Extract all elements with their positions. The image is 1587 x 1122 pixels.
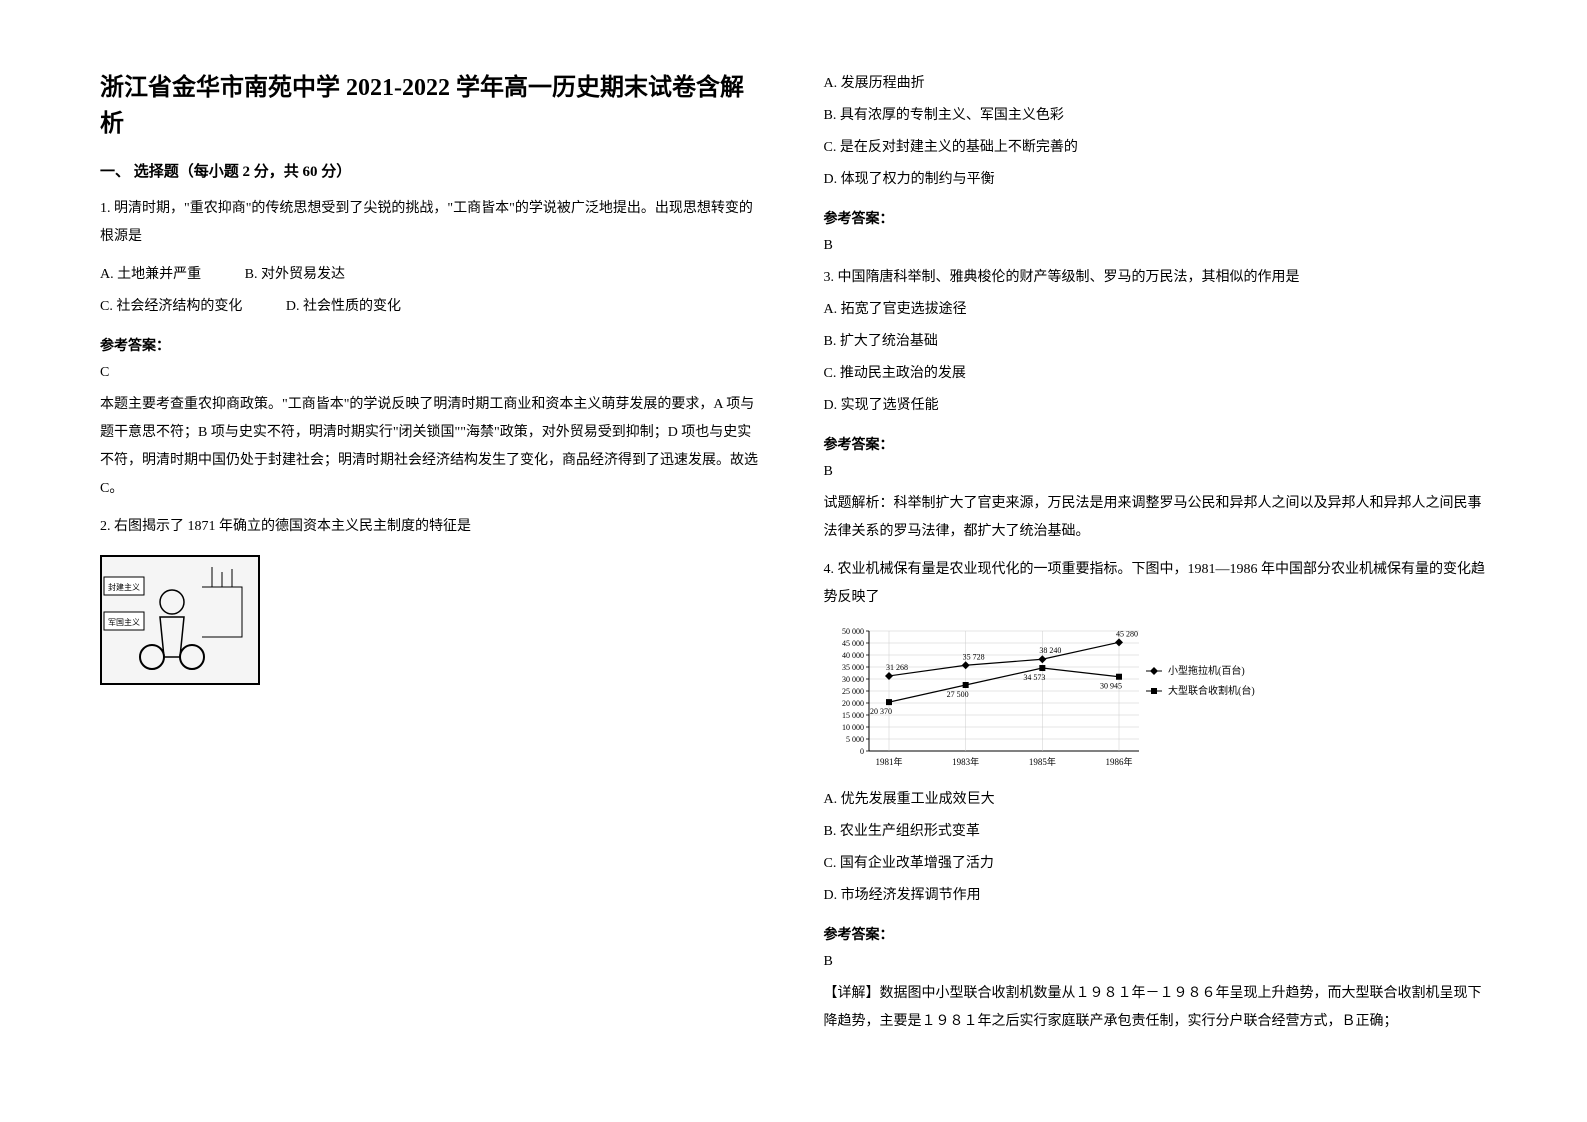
svg-text:30 945: 30 945: [1100, 682, 1122, 691]
svg-text:大型联合收割机(台): 大型联合收割机(台): [1168, 684, 1255, 697]
q3-text: 3. 中国隋唐科举制、雅典梭伦的财产等级制、罗马的万民法，其相似的作用是: [824, 264, 1488, 292]
q1-answer: C: [100, 365, 764, 381]
svg-text:27 500: 27 500: [946, 690, 968, 699]
svg-text:45 280: 45 280: [1116, 629, 1138, 638]
q2-answer: B: [824, 238, 1488, 254]
svg-text:38 240: 38 240: [1039, 646, 1061, 655]
svg-text:1986年: 1986年: [1105, 756, 1132, 767]
svg-text:小型拖拉机(百台): 小型拖拉机(百台): [1168, 664, 1245, 677]
q3-explanation: 试题解析：科举制扩大了官吏来源，万民法是用来调整罗马公民和异邦人之间以及异邦人和…: [824, 490, 1488, 546]
q3-answer-label: 参考答案：: [824, 434, 1488, 454]
q1-opt-b: B. 对外贸易发达: [245, 261, 345, 289]
svg-text:20 370: 20 370: [870, 707, 892, 716]
q4-answer-label: 参考答案：: [824, 924, 1488, 944]
q2-opt-b: B. 具有浓厚的专制主义、军国主义色彩: [824, 102, 1488, 130]
q2-cartoon-image: 封建主义 军国主义: [100, 555, 260, 685]
q2-answer-label: 参考答案：: [824, 208, 1488, 228]
svg-text:40 000: 40 000: [842, 651, 864, 660]
q2-text: 2. 右图揭示了 1871 年确立的德国资本主义民主制度的特征是: [100, 513, 764, 541]
q3-opt-b: B. 扩大了统治基础: [824, 328, 1488, 356]
q1-text: 1. 明清时期，"重农抑商"的传统思想受到了尖锐的挑战，"工商皆本"的学说被广泛…: [100, 195, 764, 251]
svg-text:1983年: 1983年: [952, 756, 979, 767]
q4-explanation: 【详解】数据图中小型联合收割机数量从１９８１年－１９８６年呈现上升趋势，而大型联…: [824, 980, 1488, 1036]
q4-opt-a: A. 优先发展重工业成效巨大: [824, 786, 1488, 814]
svg-text:35 000: 35 000: [842, 663, 864, 672]
q2-opt-a: A. 发展历程曲折: [824, 70, 1488, 98]
svg-text:35 728: 35 728: [962, 652, 984, 661]
svg-text:20 000: 20 000: [842, 699, 864, 708]
left-column: 浙江省金华市南苑中学 2021-2022 学年高一历史期末试卷含解析 一、 选择…: [100, 70, 764, 1052]
svg-text:30 000: 30 000: [842, 675, 864, 684]
svg-text:5 000: 5 000: [846, 735, 864, 744]
svg-text:1981年: 1981年: [875, 756, 902, 767]
svg-text:0: 0: [860, 747, 864, 756]
q1-options-row1: A. 土地兼并严重 B. 对外贸易发达: [100, 261, 764, 289]
q3-opt-d: D. 实现了选贤任能: [824, 392, 1488, 420]
q1-explanation: 本题主要考查重农抑商政策。"工商皆本"的学说反映了明清时期工商业和资本主义萌芽发…: [100, 391, 764, 503]
q4-answer: B: [824, 954, 1488, 970]
q1-options-row2: C. 社会经济结构的变化 D. 社会性质的变化: [100, 293, 764, 321]
q2-opt-c: C. 是在反对封建主义的基础上不断完善的: [824, 134, 1488, 162]
section-header: 一、 选择题（每小题 2 分，共 60 分）: [100, 160, 764, 181]
svg-text:10 000: 10 000: [842, 723, 864, 732]
svg-text:15 000: 15 000: [842, 711, 864, 720]
q4-opt-d: D. 市场经济发挥调节作用: [824, 882, 1488, 910]
q3-opt-a: A. 拓宽了官吏选拔途径: [824, 296, 1488, 324]
svg-text:45 000: 45 000: [842, 639, 864, 648]
right-column: A. 发展历程曲折 B. 具有浓厚的专制主义、军国主义色彩 C. 是在反对封建主…: [824, 70, 1488, 1052]
svg-text:25 000: 25 000: [842, 687, 864, 696]
q1-opt-d: D. 社会性质的变化: [286, 293, 401, 321]
q4-opt-c: C. 国有企业改革增强了活力: [824, 850, 1488, 878]
svg-text:1985年: 1985年: [1028, 756, 1055, 767]
svg-text:50 000: 50 000: [842, 627, 864, 636]
q1-opt-c: C. 社会经济结构的变化: [100, 293, 242, 321]
q3-opt-c: C. 推动民主政治的发展: [824, 360, 1488, 388]
document-title: 浙江省金华市南苑中学 2021-2022 学年高一历史期末试卷含解析: [100, 70, 764, 142]
svg-text:34 573: 34 573: [1023, 673, 1045, 682]
q2-opt-d: D. 体现了权力的制约与平衡: [824, 166, 1488, 194]
svg-text:31 268: 31 268: [886, 663, 908, 672]
q1-answer-label: 参考答案：: [100, 335, 764, 355]
q4-chart: 0 5 000 10 000 15 000 20 000 25 000 30 000 35 0…: [824, 626, 1304, 776]
q1-opt-a: A. 土地兼并严重: [100, 261, 201, 289]
q4-text: 4. 农业机械保有量是农业现代化的一项重要指标。下图中，1981—1986 年中…: [824, 556, 1488, 612]
q4-opt-b: B. 农业生产组织形式变革: [824, 818, 1488, 846]
q3-answer: B: [824, 464, 1488, 480]
cartoon-label-2: 军国主义: [108, 617, 140, 627]
cartoon-label-1: 封建主义: [108, 582, 140, 592]
